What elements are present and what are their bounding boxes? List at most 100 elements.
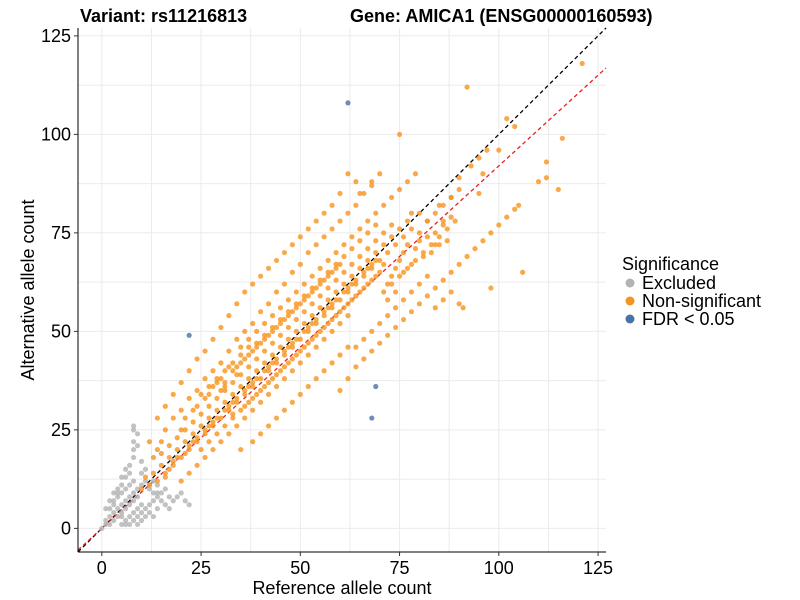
point-non-significant — [353, 281, 359, 287]
point-non-significant — [504, 214, 510, 220]
x-tick-label: 75 — [390, 558, 410, 578]
point-non-significant — [416, 301, 423, 307]
point-non-significant — [396, 257, 403, 264]
point-non-significant — [265, 391, 272, 398]
point-non-significant — [222, 368, 228, 374]
point-non-significant — [162, 403, 168, 409]
point-non-significant — [357, 289, 363, 295]
point-excluded — [127, 482, 133, 488]
point-non-significant — [365, 246, 371, 252]
point-non-significant — [230, 411, 236, 417]
point-non-significant — [265, 364, 272, 370]
point-non-significant — [285, 360, 292, 366]
point-non-significant — [210, 423, 216, 429]
point-non-significant — [289, 340, 295, 346]
point-non-significant — [170, 462, 176, 468]
point-non-significant — [341, 269, 347, 275]
point-non-significant — [321, 368, 327, 374]
point-non-significant — [285, 313, 292, 319]
point-excluded — [138, 510, 145, 516]
point-non-significant — [361, 190, 367, 197]
point-non-significant — [392, 305, 399, 311]
point-non-significant — [182, 415, 188, 421]
point-non-significant — [258, 340, 264, 346]
point-non-significant — [520, 269, 526, 275]
point-non-significant — [321, 277, 327, 283]
point-excluded — [166, 494, 172, 500]
point-non-significant — [317, 265, 323, 271]
point-non-significant — [420, 249, 426, 256]
point-non-significant — [333, 289, 339, 295]
point-non-significant — [404, 218, 411, 224]
point-excluded — [111, 498, 117, 504]
point-non-significant — [166, 466, 172, 472]
point-excluded — [138, 470, 145, 476]
point-excluded — [178, 490, 184, 496]
point-excluded — [154, 494, 160, 500]
point-non-significant — [392, 242, 399, 248]
point-non-significant — [261, 320, 268, 327]
point-non-significant — [158, 462, 164, 468]
point-non-significant — [313, 332, 319, 338]
point-excluded — [130, 423, 137, 429]
point-non-significant — [158, 439, 164, 445]
point-non-significant — [281, 407, 288, 413]
point-non-significant — [313, 316, 319, 323]
legend: Significance Excluded Non-significant FD… — [622, 254, 761, 329]
point-non-significant — [365, 265, 371, 271]
point-non-significant — [432, 285, 438, 291]
point-non-significant — [226, 407, 232, 413]
point-non-significant — [385, 249, 391, 256]
point-non-significant — [194, 439, 200, 445]
point-non-significant — [281, 352, 288, 358]
point-non-significant — [281, 316, 288, 323]
point-excluded — [107, 506, 113, 512]
point-non-significant — [436, 242, 442, 248]
legend-label-fdr: FDR < 0.05 — [642, 309, 735, 329]
point-non-significant — [373, 210, 379, 216]
point-non-significant — [381, 289, 387, 295]
point-non-significant — [488, 285, 494, 291]
point-non-significant — [242, 328, 248, 334]
point-non-significant — [321, 313, 327, 319]
point-excluded — [127, 521, 133, 528]
point-non-significant — [468, 163, 474, 169]
point-non-significant — [242, 415, 248, 421]
point-non-significant — [150, 470, 157, 476]
point-non-significant — [305, 352, 311, 358]
point-non-significant — [214, 376, 220, 382]
point-excluded — [127, 462, 133, 468]
point-non-significant — [317, 328, 323, 334]
point-excluded — [99, 525, 105, 531]
point-non-significant — [218, 324, 224, 331]
point-excluded — [127, 494, 133, 500]
point-non-significant — [480, 238, 486, 244]
point-non-significant — [218, 439, 224, 445]
point-non-significant — [182, 450, 188, 457]
point-non-significant — [329, 269, 335, 275]
point-non-significant — [309, 301, 315, 307]
point-non-significant — [349, 273, 355, 279]
point-excluded — [127, 502, 133, 508]
point-excluded — [111, 502, 117, 508]
point-excluded — [130, 517, 137, 524]
point-non-significant — [273, 257, 280, 264]
point-non-significant — [305, 293, 311, 299]
point-non-significant — [281, 281, 288, 287]
point-non-significant — [269, 340, 276, 346]
point-non-significant — [166, 454, 172, 461]
point-non-significant — [218, 387, 224, 394]
point-non-significant — [297, 391, 303, 398]
point-fdr-0-05 — [369, 415, 375, 421]
point-non-significant — [325, 297, 331, 303]
point-non-significant — [261, 336, 268, 342]
point-non-significant — [261, 383, 268, 390]
point-excluded — [115, 494, 121, 500]
point-non-significant — [170, 415, 176, 421]
point-excluded — [138, 502, 145, 508]
point-non-significant — [258, 431, 264, 437]
point-non-significant — [210, 383, 216, 390]
point-excluded — [130, 454, 137, 461]
point-non-significant — [396, 226, 403, 232]
point-fdr-0-05 — [373, 383, 379, 390]
